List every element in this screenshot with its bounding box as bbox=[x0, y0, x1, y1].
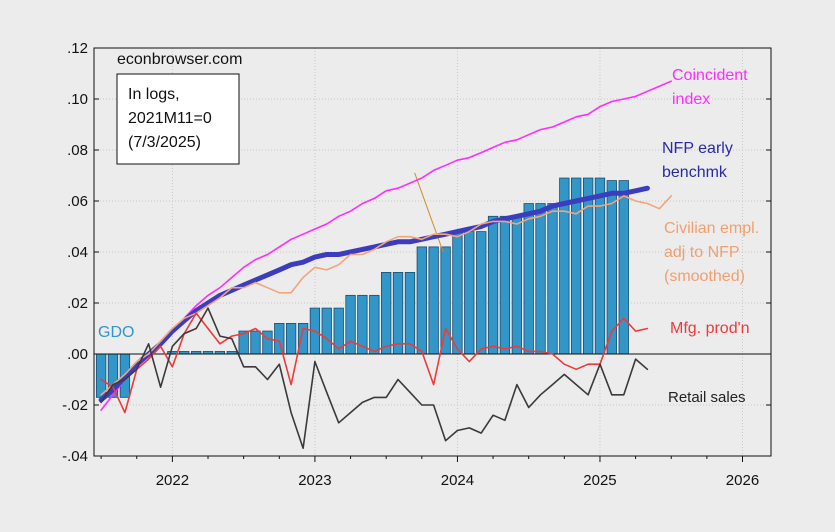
x-tick-label: 2022 bbox=[156, 472, 189, 489]
source-label: econbrowser.com bbox=[117, 51, 242, 68]
gdo-bar bbox=[428, 246, 439, 355]
gdo-bar bbox=[274, 322, 285, 355]
y-axis: .12 .10 .08 .06 .04 .02 .00 -.02 -.04 bbox=[62, 40, 771, 465]
series-line-nfp bbox=[98, 185, 650, 403]
series-line-coincident bbox=[100, 80, 672, 411]
label-nfp-2: benchmk bbox=[662, 164, 728, 181]
label-retail: Retail sales bbox=[668, 389, 746, 406]
note-line-1: In logs, bbox=[128, 86, 180, 103]
gdo-bar bbox=[582, 177, 594, 355]
gdo-bar bbox=[464, 231, 475, 355]
label-coincident-1: Coincident bbox=[672, 67, 748, 84]
gdo-bar bbox=[404, 271, 416, 355]
label-civilian-2: adj to NFP bbox=[664, 244, 740, 261]
annotation-segment bbox=[414, 172, 444, 253]
gdo-bar bbox=[487, 215, 499, 355]
label-civilian-3: (smoothed) bbox=[664, 268, 745, 285]
y-tick-label: -.04 bbox=[62, 448, 88, 465]
gdo-bar bbox=[369, 294, 380, 355]
gdo-bar bbox=[381, 271, 392, 355]
label-nfp-1: NFP early bbox=[662, 140, 733, 157]
x-tick-label: 2023 bbox=[298, 472, 331, 489]
gdo-bar bbox=[571, 177, 582, 355]
x-tick-label: 2024 bbox=[441, 472, 474, 489]
gdo-bar bbox=[511, 215, 523, 355]
label-civilian-1: Civilian empl. bbox=[664, 220, 759, 237]
note-line-3: (7/3/2025) bbox=[128, 134, 201, 151]
gdo-bar bbox=[499, 215, 511, 355]
gdo-bar bbox=[416, 246, 427, 355]
gdo-bar bbox=[345, 294, 356, 355]
gdo-bar bbox=[547, 203, 558, 355]
y-tick-label: -.02 bbox=[62, 397, 88, 414]
y-tick-label: .10 bbox=[67, 91, 88, 108]
gdo-bar bbox=[392, 271, 404, 355]
gridlines bbox=[94, 48, 771, 456]
gdo-bar bbox=[95, 353, 107, 398]
gdo-bar bbox=[262, 330, 273, 355]
gdo-bar bbox=[535, 203, 546, 355]
gdo-bar bbox=[250, 330, 261, 355]
note-line-2: 2021M11=0 bbox=[128, 110, 212, 127]
gdo-bar bbox=[285, 322, 297, 355]
x-tick-label: 2026 bbox=[726, 472, 759, 489]
label-coincident-2: index bbox=[672, 91, 710, 108]
gdo-bars bbox=[95, 177, 629, 398]
gdo-bar bbox=[594, 177, 606, 355]
label-mfg: Mfg. prod'n bbox=[670, 320, 750, 337]
label-gdo: GDO bbox=[98, 324, 134, 341]
y-tick-label: .12 bbox=[67, 40, 88, 57]
x-tick-label: 2025 bbox=[583, 472, 616, 489]
series-line-retail bbox=[100, 307, 649, 450]
note-box bbox=[116, 73, 240, 165]
y-tick-label: .04 bbox=[67, 244, 88, 261]
annotation-line bbox=[414, 172, 444, 253]
gdo-bar bbox=[321, 307, 332, 355]
gdo-bar bbox=[452, 231, 463, 355]
series-line-mfg bbox=[100, 312, 649, 414]
y-tick-label: .06 bbox=[67, 193, 88, 210]
series-lines bbox=[98, 80, 672, 450]
y-tick-label: .02 bbox=[67, 295, 88, 312]
x-axis: 2022 2023 2024 2025 2026 bbox=[100, 456, 759, 489]
gdo-bar bbox=[476, 231, 487, 355]
y-tick-label: .00 bbox=[67, 346, 88, 363]
gdo-bar bbox=[618, 180, 629, 355]
gdo-bar bbox=[523, 203, 534, 355]
gdo-bar bbox=[440, 246, 451, 355]
y-tick-label: .08 bbox=[67, 142, 88, 159]
